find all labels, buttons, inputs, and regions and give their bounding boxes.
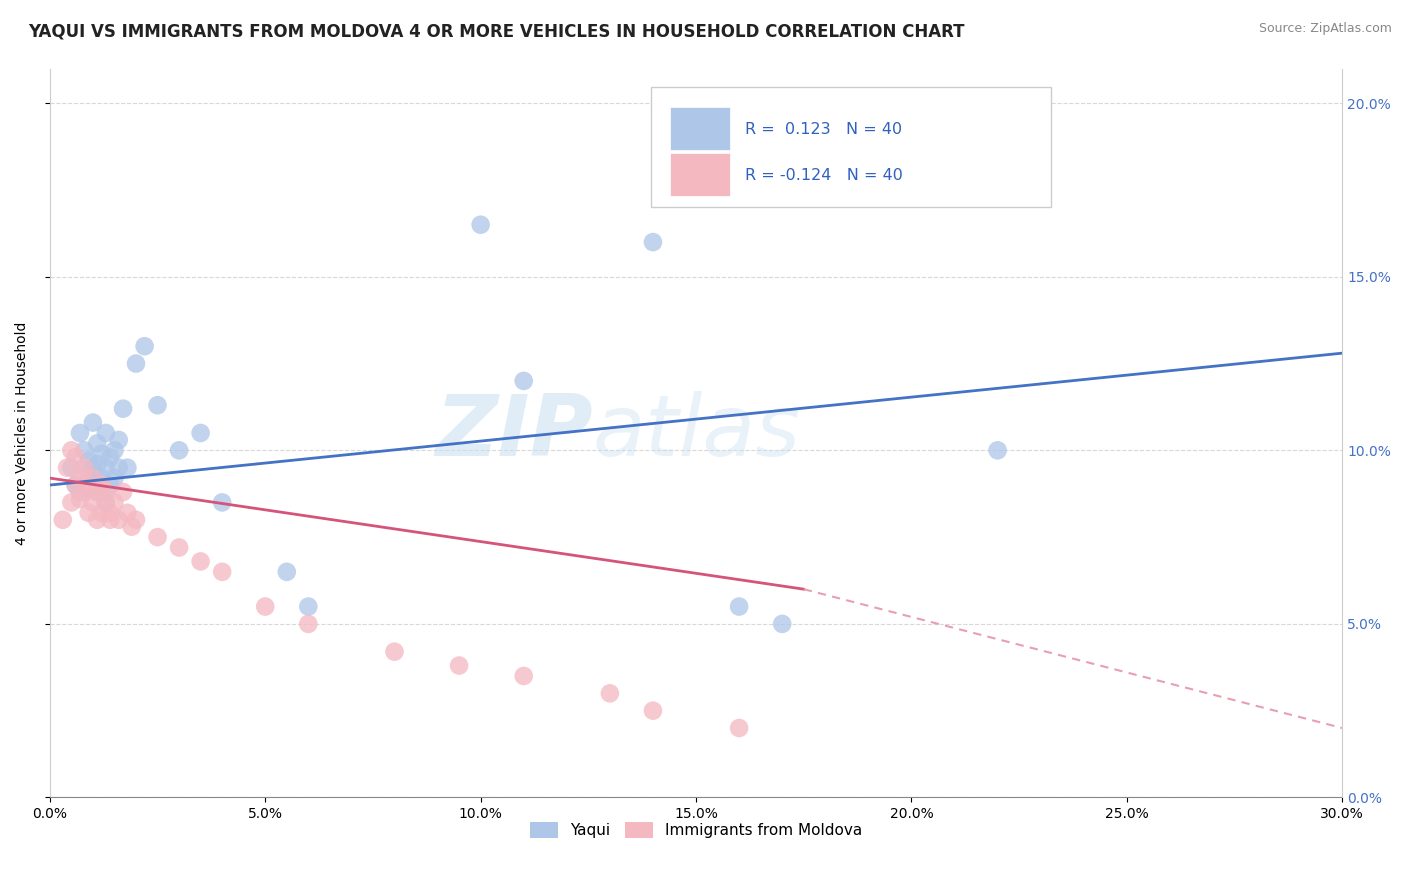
Point: [103, 471, 125, 485]
Point: [103, 443, 125, 458]
Point: [103, 495, 125, 509]
Point: [73, 485, 96, 500]
Point: [641, 235, 664, 249]
Point: [82, 460, 104, 475]
FancyBboxPatch shape: [651, 87, 1052, 207]
Point: [77, 506, 100, 520]
Point: [98, 513, 121, 527]
FancyBboxPatch shape: [671, 107, 730, 150]
Point: [90, 506, 112, 520]
Point: [69, 467, 91, 482]
Text: ZIP: ZIP: [434, 392, 593, 475]
Text: Source: ZipAtlas.com: Source: ZipAtlas.com: [1258, 22, 1392, 36]
Point: [94, 460, 117, 475]
Point: [770, 616, 793, 631]
Point: [82, 495, 104, 509]
Point: [125, 513, 148, 527]
Point: [211, 495, 233, 509]
Point: [449, 658, 471, 673]
Text: atlas: atlas: [593, 392, 800, 475]
Point: [73, 460, 96, 475]
Point: [60, 460, 83, 475]
Y-axis label: 4 or more Vehicles in Household: 4 or more Vehicles in Household: [15, 321, 30, 545]
Point: [728, 721, 751, 735]
Point: [69, 425, 91, 440]
Point: [470, 218, 492, 232]
Point: [297, 599, 319, 614]
Point: [146, 530, 169, 544]
Point: [52, 513, 75, 527]
Point: [134, 339, 156, 353]
Point: [86, 513, 108, 527]
Point: [77, 454, 100, 468]
Point: [146, 398, 169, 412]
Text: R =  0.123   N = 40: R = 0.123 N = 40: [745, 121, 903, 136]
Text: R = -0.124   N = 40: R = -0.124 N = 40: [745, 169, 903, 183]
Point: [297, 616, 319, 631]
Point: [112, 401, 135, 416]
Point: [82, 416, 104, 430]
Text: YAQUI VS IMMIGRANTS FROM MOLDOVA 4 OR MORE VEHICLES IN HOUSEHOLD CORRELATION CHA: YAQUI VS IMMIGRANTS FROM MOLDOVA 4 OR MO…: [28, 22, 965, 40]
Point: [65, 450, 87, 465]
Point: [82, 471, 104, 485]
Point: [69, 485, 91, 500]
Point: [94, 425, 117, 440]
Point: [254, 599, 277, 614]
Point: [82, 471, 104, 485]
Point: [86, 485, 108, 500]
Point: [90, 471, 112, 485]
Point: [73, 443, 96, 458]
Point: [60, 443, 83, 458]
Legend: Yaqui, Immigrants from Moldova: Yaqui, Immigrants from Moldova: [524, 816, 869, 845]
Point: [641, 704, 664, 718]
Point: [107, 460, 129, 475]
Point: [56, 460, 79, 475]
Point: [65, 478, 87, 492]
Point: [512, 669, 534, 683]
Point: [107, 513, 129, 527]
FancyBboxPatch shape: [671, 153, 730, 196]
Point: [90, 447, 112, 461]
Point: [86, 436, 108, 450]
Point: [167, 443, 190, 458]
Point: [77, 467, 100, 482]
Point: [98, 506, 121, 520]
Point: [512, 374, 534, 388]
Point: [112, 485, 135, 500]
Point: [98, 478, 121, 492]
Point: [94, 495, 117, 509]
Point: [987, 443, 1010, 458]
Point: [69, 491, 91, 506]
Point: [190, 425, 212, 440]
Point: [90, 478, 112, 492]
Point: [728, 599, 751, 614]
Point: [167, 541, 190, 555]
Point: [107, 433, 129, 447]
Point: [65, 478, 87, 492]
Point: [77, 478, 100, 492]
Point: [98, 450, 121, 465]
Point: [94, 485, 117, 500]
Point: [125, 357, 148, 371]
Point: [121, 519, 143, 533]
Point: [94, 495, 117, 509]
Point: [211, 565, 233, 579]
Point: [60, 495, 83, 509]
Point: [117, 506, 139, 520]
Point: [86, 485, 108, 500]
Point: [190, 554, 212, 568]
Point: [599, 686, 621, 700]
Point: [117, 460, 139, 475]
Point: [384, 645, 406, 659]
Point: [86, 457, 108, 471]
Point: [276, 565, 298, 579]
